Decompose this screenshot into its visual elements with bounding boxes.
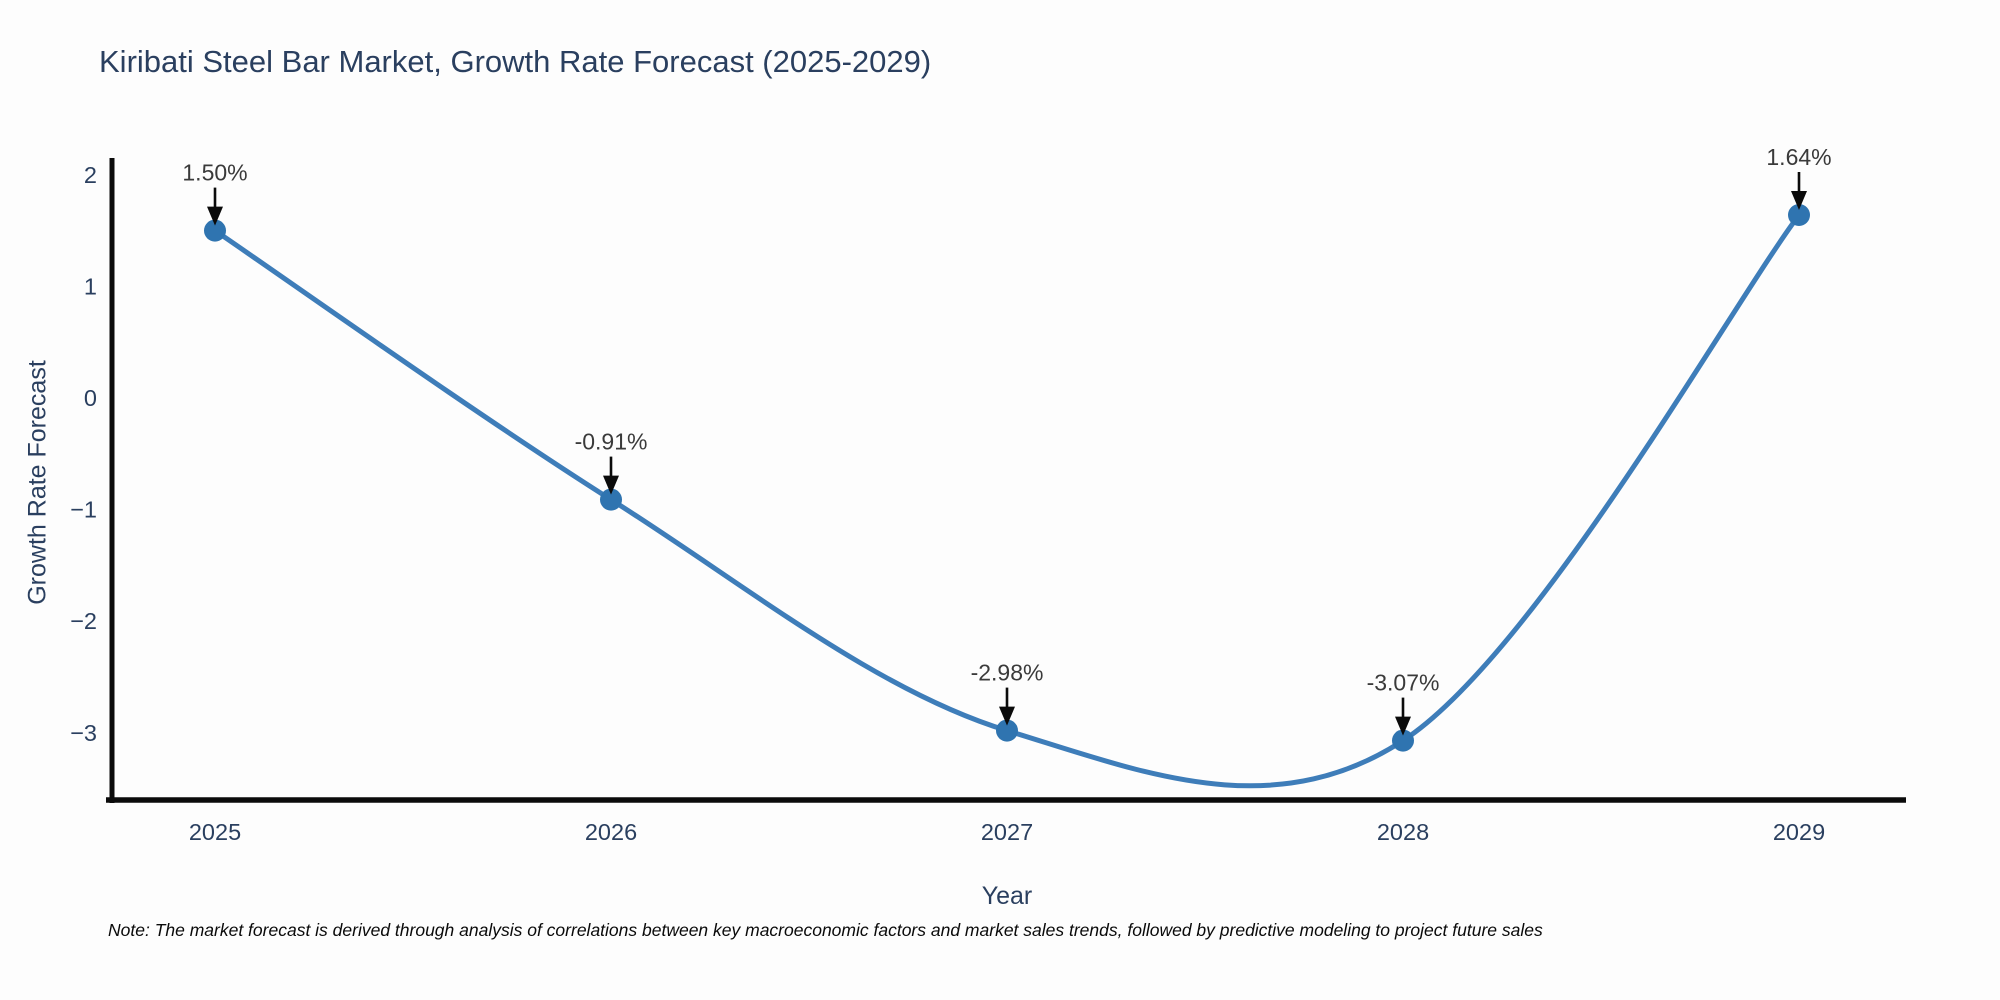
x-tick-label: 2025 xyxy=(189,819,241,845)
annotation-arrowhead xyxy=(999,706,1015,726)
data-point-marker xyxy=(204,219,226,242)
annotation-arrowhead xyxy=(207,206,223,226)
chart-title: Kiribati Steel Bar Market, Growth Rate F… xyxy=(99,44,932,79)
data-point-marker xyxy=(1392,729,1414,752)
x-axis-title: Year xyxy=(981,882,1033,910)
annotation-label: 1.50% xyxy=(182,160,247,186)
y-tick-label: −3 xyxy=(70,720,97,746)
y-tick-label: 2 xyxy=(84,162,97,188)
y-tick-label: 1 xyxy=(84,273,97,299)
y-tick-label: 0 xyxy=(84,385,97,411)
annotation-label: -3.07% xyxy=(1367,670,1440,696)
annotation-label: -2.98% xyxy=(971,660,1044,686)
x-tick-label: 2026 xyxy=(585,819,637,845)
y-tick-label: −1 xyxy=(70,497,97,523)
x-tick-label: 2029 xyxy=(1773,819,1825,845)
data-point-marker xyxy=(600,488,622,511)
x-tick-label: 2028 xyxy=(1377,819,1429,845)
annotation-label: -0.91% xyxy=(575,429,648,455)
data-point-marker xyxy=(1788,204,1810,226)
data-point-marker xyxy=(996,719,1018,742)
x-tick-label: 2027 xyxy=(981,819,1033,845)
annotation-label: 1.64% xyxy=(1766,144,1831,170)
annotation-arrowhead xyxy=(1395,716,1411,736)
annotation-arrowhead xyxy=(1791,191,1807,210)
annotation-arrowhead xyxy=(603,475,619,495)
y-tick-label: −2 xyxy=(70,608,97,634)
footnote: Note: The market forecast is derived thr… xyxy=(108,920,1543,940)
